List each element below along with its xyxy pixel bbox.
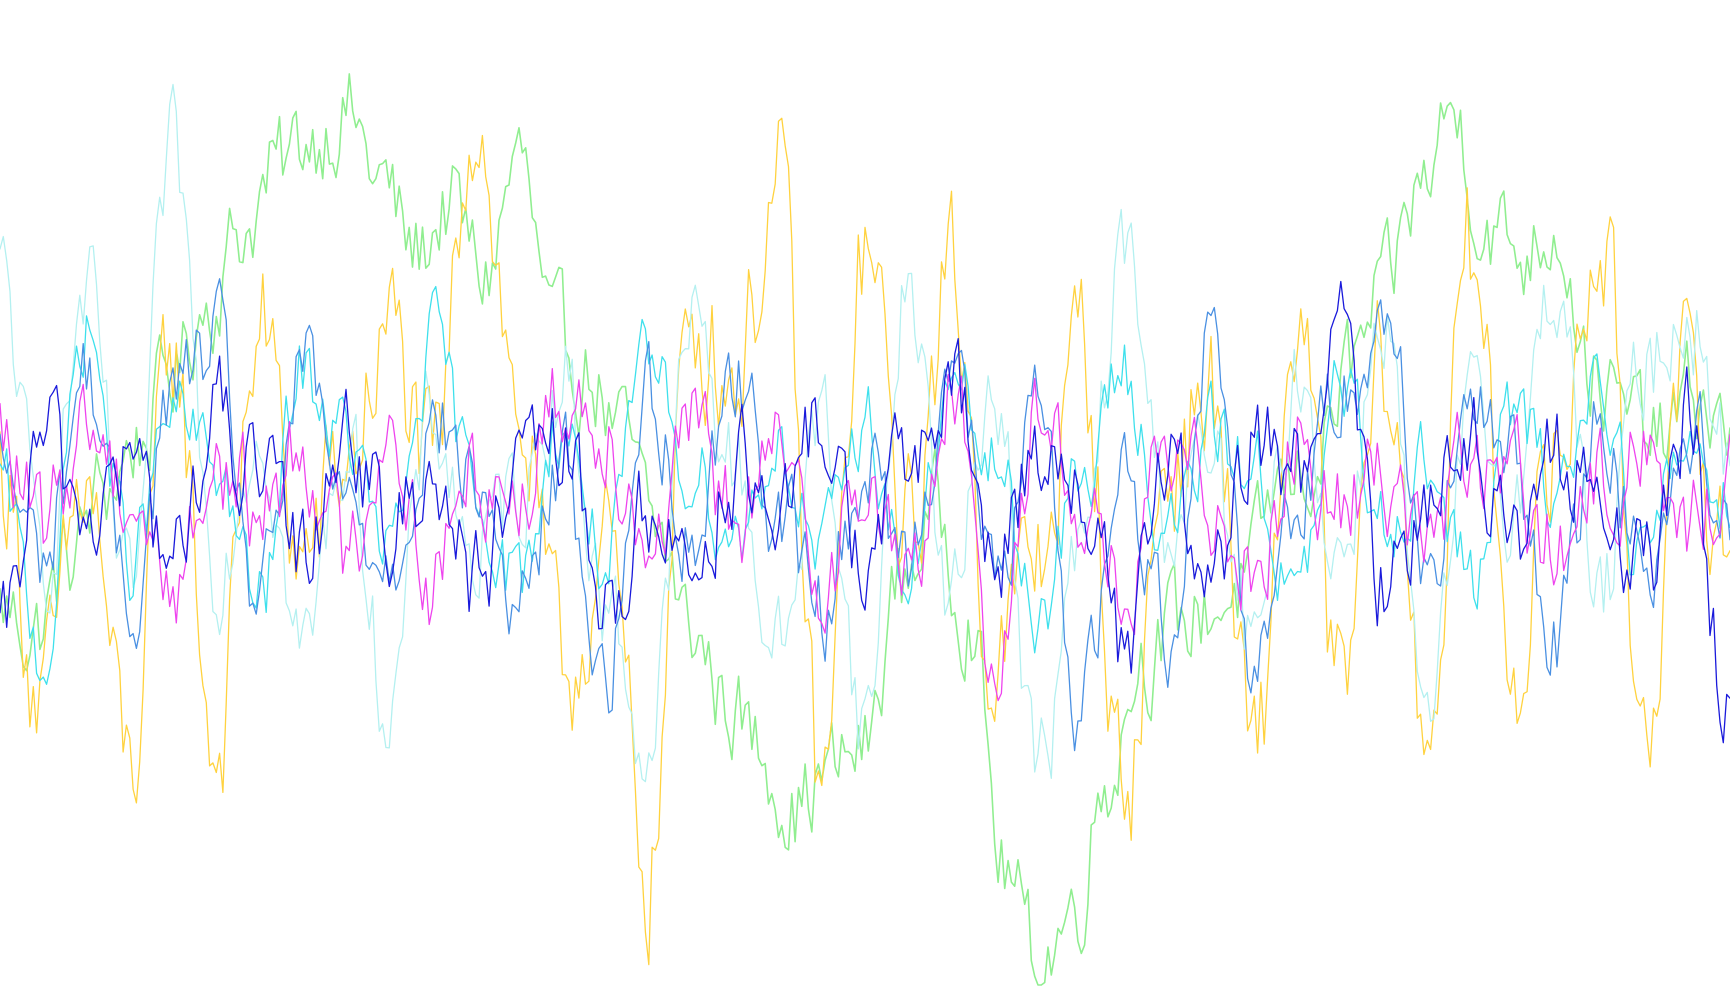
series-line-3	[0, 83, 1730, 783]
series-line-7	[0, 280, 1730, 744]
series-line-6	[0, 368, 1730, 702]
series-line-5	[0, 278, 1730, 752]
series-line-2	[0, 117, 1730, 966]
series-layer	[0, 73, 1730, 986]
series-line-1	[0, 73, 1730, 986]
